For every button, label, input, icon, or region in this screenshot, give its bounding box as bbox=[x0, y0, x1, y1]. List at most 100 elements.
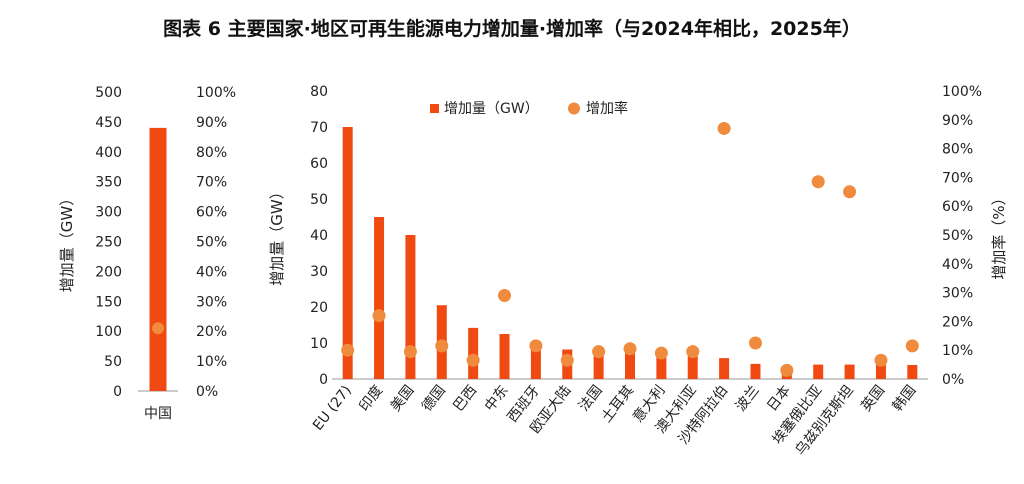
bar-2-9 bbox=[593, 350, 604, 379]
bar-2-10 bbox=[625, 351, 635, 379]
right-axis-tick-label-2: 40% bbox=[942, 257, 973, 273]
category-label-2-2: 印度 bbox=[356, 383, 386, 415]
right-axis-tick-label-1: 90% bbox=[196, 115, 227, 131]
bar-2-12 bbox=[687, 356, 698, 379]
legend-dot-swatch bbox=[568, 102, 580, 115]
right-axis-tick-label-1: 100% bbox=[196, 85, 236, 101]
bar-2-14 bbox=[750, 363, 761, 379]
rate-dot-2-12 bbox=[686, 345, 700, 359]
rate-dot-2-19 bbox=[905, 339, 919, 353]
right-axis-tick-label-1: 40% bbox=[196, 264, 227, 280]
category-label-2-5: 巴西 bbox=[450, 383, 480, 415]
rate-dot-2-18 bbox=[874, 353, 888, 367]
right-axis-tick-label-1: 80% bbox=[196, 145, 227, 161]
category-label-2-9: 法国 bbox=[576, 383, 606, 415]
rate-dot-2-1 bbox=[341, 343, 355, 357]
rate-dot-2-3 bbox=[403, 345, 417, 359]
right-axis-tick-label-1: 20% bbox=[196, 324, 227, 340]
bar-2-16 bbox=[813, 364, 824, 379]
category-label-2-10: 土耳其 bbox=[599, 383, 637, 426]
left-axis-tick-label-1: 250 bbox=[95, 235, 122, 251]
right-axis-tick-label-1: 0% bbox=[196, 384, 218, 400]
category-label-2-15: 日本 bbox=[764, 383, 794, 415]
bar-2-1 bbox=[342, 127, 353, 379]
rate-dot-2-13 bbox=[717, 121, 731, 135]
right-axis-tick-label-1: 50% bbox=[196, 235, 227, 251]
right-axis-tick-label-2: 100% bbox=[942, 84, 982, 100]
left-axis-tick-label-1: 300 bbox=[95, 205, 122, 221]
category-label-2-14: 波兰 bbox=[733, 383, 763, 415]
right-axis-tick-label-2: 50% bbox=[942, 228, 973, 244]
right-axis-tick-label-1: 70% bbox=[196, 175, 227, 191]
bar-2-11 bbox=[656, 354, 667, 379]
rate-dot-2-15 bbox=[780, 363, 794, 377]
category-label-2-18: 英国 bbox=[857, 382, 888, 415]
right-axis-tick-label-2: 90% bbox=[942, 113, 973, 129]
rate-dot-2-4 bbox=[435, 339, 449, 353]
left-axis-tick-label-2: 10 bbox=[310, 336, 328, 352]
left-axis-tick-label-2: 30 bbox=[310, 264, 328, 280]
bar-2-18 bbox=[875, 364, 886, 379]
bar-2-6 bbox=[499, 334, 510, 379]
left-axis-tick-label-2: 60 bbox=[310, 156, 328, 172]
rate-dot-2-17 bbox=[843, 185, 857, 199]
left-axis-tick-label-2: 50 bbox=[310, 192, 328, 208]
category-label-1-1: 中国 bbox=[144, 406, 172, 422]
left-axis-tick-label-2: 40 bbox=[310, 228, 328, 244]
right-axis-tick-label-1: 30% bbox=[196, 294, 227, 310]
y-axis-title-1: 增加量（GW） bbox=[58, 191, 76, 292]
left-axis-tick-label-1: 400 bbox=[95, 145, 122, 161]
rate-dot-2-6 bbox=[498, 288, 512, 302]
rate-dot-2-11 bbox=[654, 346, 668, 360]
rate-dot-2-9 bbox=[592, 345, 606, 359]
bar-2-17 bbox=[844, 364, 855, 379]
right-axis-tick-label-2: 60% bbox=[942, 199, 973, 215]
figure-title: 图表 6 主要国家·地区可再生能源电力增加量·增加率（与2024年相比，2025… bbox=[163, 18, 861, 40]
left-axis-tick-label-2: 70 bbox=[310, 120, 328, 136]
left-axis-tick-label-1: 200 bbox=[95, 264, 122, 280]
right-axis-tick-label-1: 60% bbox=[196, 205, 227, 221]
y2-axis-title-2: 增加率（%） bbox=[990, 190, 1008, 279]
right-axis-tick-label-2: 30% bbox=[942, 286, 973, 302]
left-axis-tick-label-1: 450 bbox=[95, 115, 122, 131]
rate-dot-2-8 bbox=[560, 353, 574, 367]
bar-2-7 bbox=[530, 343, 541, 379]
bar-2-13 bbox=[719, 358, 730, 379]
right-axis-tick-label-2: 10% bbox=[942, 343, 973, 359]
y-axis-title-2: 增加量（GW） bbox=[268, 184, 286, 285]
right-axis-tick-label-2: 20% bbox=[942, 314, 973, 330]
rate-dot-2-2 bbox=[372, 309, 386, 323]
bar-2-2 bbox=[374, 217, 385, 379]
left-axis-tick-label-1: 500 bbox=[95, 85, 122, 101]
bar-1-1 bbox=[149, 127, 167, 391]
rate-dot-2-10 bbox=[623, 342, 637, 356]
left-axis-tick-label-1: 50 bbox=[104, 354, 122, 370]
right-axis-tick-label-1: 10% bbox=[196, 354, 227, 370]
left-axis-tick-label-1: 150 bbox=[95, 294, 122, 310]
rate-dot-2-14 bbox=[748, 336, 762, 350]
category-label-2-4: 德国 bbox=[419, 383, 449, 415]
rate-dot-2-5 bbox=[466, 353, 480, 367]
category-label-2-3: 美国 bbox=[388, 383, 418, 415]
right-axis-tick-label-2: 80% bbox=[942, 142, 973, 158]
category-label-2-6: 中东 bbox=[482, 383, 512, 415]
legend-label-rate: 增加率 bbox=[586, 100, 628, 117]
rate-dot-1-1 bbox=[152, 322, 164, 335]
left-axis-tick-label-1: 0 bbox=[113, 384, 122, 400]
left-axis-tick-label-2: 80 bbox=[310, 84, 328, 100]
bar-2-3 bbox=[405, 235, 416, 379]
left-axis-tick-label-2: 20 bbox=[310, 300, 328, 316]
rate-dot-2-16 bbox=[811, 175, 825, 189]
category-label-2-19: 韩国 bbox=[890, 383, 920, 415]
bar-2-19 bbox=[907, 364, 918, 379]
legend-label-increase: 增加量（GW） bbox=[444, 101, 539, 117]
left-axis-tick-label-1: 350 bbox=[95, 175, 122, 191]
left-axis-tick-label-1: 100 bbox=[95, 324, 122, 340]
right-axis-tick-label-2: 70% bbox=[942, 170, 973, 186]
category-label-2-1: EU (27) bbox=[310, 383, 355, 434]
bar-2-5 bbox=[468, 327, 479, 379]
right-axis-tick-label-2: 0% bbox=[942, 372, 964, 388]
left-axis-tick-label-2: 0 bbox=[319, 372, 328, 388]
rate-dot-2-7 bbox=[529, 339, 543, 353]
